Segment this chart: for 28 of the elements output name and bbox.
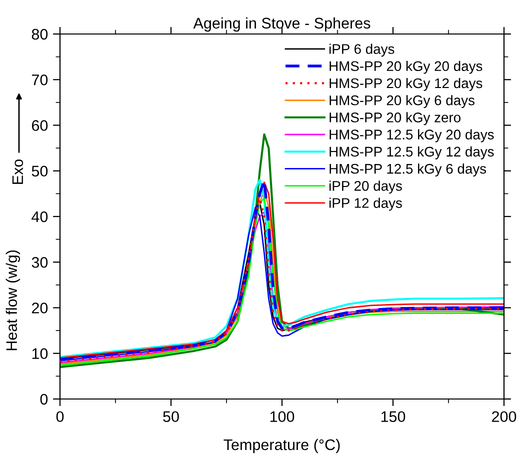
y-tick-label: 30 [32, 256, 48, 268]
text: Exo [12, 159, 24, 184]
y-tick-label: 60 [32, 120, 48, 131]
y-tick-label: 70 [32, 74, 48, 86]
y-tick-label: 80 [32, 28, 48, 40]
legend-label: iPP 6 days [329, 44, 394, 57]
legend-label: iPP 20 days [329, 180, 402, 194]
y-axis-title: Heat flow (w/g) [6, 250, 20, 350]
chart-title: Ageing in Stove - Spheres [193, 17, 370, 32]
legend-label: iPP 12 days [329, 198, 402, 211]
legend-label: HMS-PP 12.5 kGy 12 days [330, 146, 494, 160]
legend-label: HMS-PP 12.5 kGy 6 days [330, 164, 486, 176]
y-tick-label: 50 [32, 166, 48, 177]
x-tick-label: 200 [492, 411, 516, 422]
legend-label: HMS-PP 20 kGy 12 days [330, 78, 482, 91]
y-tick-label: 20 [32, 302, 48, 314]
legend-label: HMS-PP 20 kGy zero [330, 112, 460, 126]
legend-label: HMS-PP 20 kGy 6 days [330, 95, 474, 108]
y-tick-label: 10 [32, 348, 48, 360]
y-tick-label: 40 [32, 211, 48, 222]
y-tick-label: 0 [40, 394, 48, 405]
legend-label: HMS-PP 12.5 kGy 20 days [330, 129, 494, 142]
legend-label: HMS-PP 20 kGy 20 days [330, 60, 482, 74]
x-tick-label: 150 [381, 411, 406, 422]
x-axis-title: Temperature (°C) [224, 438, 340, 454]
x-tick-label: 100 [270, 411, 294, 422]
x-tick-label: 0 [56, 411, 64, 422]
x-tick-label: 50 [163, 411, 179, 422]
